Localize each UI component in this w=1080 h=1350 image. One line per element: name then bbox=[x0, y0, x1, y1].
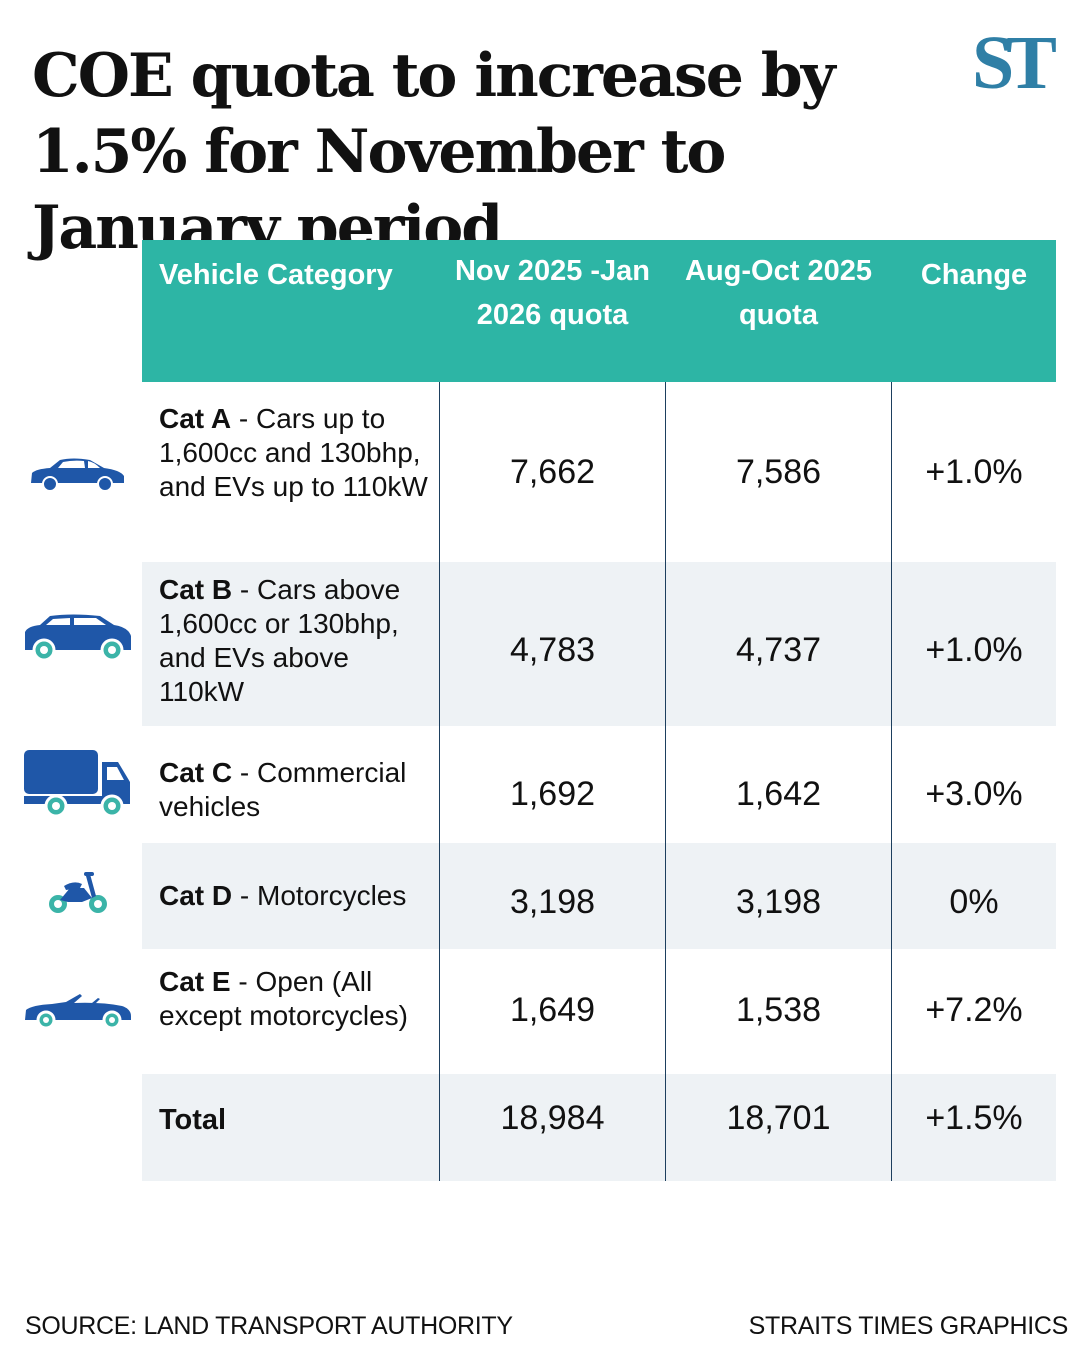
category-cell-cat-d: Cat D - Motorcycles bbox=[159, 880, 407, 911]
graphics-credit: STRAITS TIMES GRAPHICS bbox=[748, 1312, 1069, 1340]
header-aug-quota: Aug-Oct 2025 quota bbox=[685, 255, 872, 331]
row-shade-total bbox=[142, 1074, 1056, 1181]
header-change: Change bbox=[920, 259, 1028, 291]
category-name: Cat A bbox=[159, 403, 232, 434]
change-value: +1.0% bbox=[925, 631, 1023, 669]
truck-icon bbox=[24, 750, 130, 818]
header-vehicle-category: Vehicle Category bbox=[159, 259, 393, 291]
change-value: +1.0% bbox=[925, 453, 1023, 491]
aug-quota-value: 7,586 bbox=[735, 453, 822, 491]
category-name: Cat B bbox=[159, 574, 233, 605]
column-divider bbox=[891, 382, 892, 1181]
column-divider bbox=[665, 382, 666, 1181]
total-label: Total bbox=[159, 1104, 227, 1136]
category-cell-cat-c: Cat C - Commercial vehicles bbox=[159, 757, 407, 822]
change-value: +7.2% bbox=[925, 991, 1023, 1029]
category-description: Cars up to 1,600cc and 130bhp, and EVs u… bbox=[159, 403, 428, 502]
category-description: Open (All except motorcycles) bbox=[159, 966, 408, 1031]
row-shade-cat-d bbox=[142, 843, 1056, 949]
change-value: 0% bbox=[949, 883, 999, 921]
nov-quota-value: 1,692 bbox=[509, 775, 596, 813]
sedan-icon bbox=[31, 458, 124, 492]
nov-quota-value: 7,662 bbox=[509, 453, 596, 491]
column-divider bbox=[439, 382, 440, 1181]
total-aug-quota-value: 18,701 bbox=[726, 1099, 831, 1137]
category-cell-cat-b: Cat B - Cars above 1,600cc or 130bhp, an… bbox=[159, 574, 401, 707]
table-header bbox=[142, 240, 1056, 382]
nov-quota-value: 3,198 bbox=[509, 883, 596, 921]
category-cell-cat-a: Cat A - Cars up to 1,600cc and 130bhp, a… bbox=[159, 403, 428, 502]
category-description: Commercial vehicles bbox=[159, 757, 407, 822]
category-name: Cat E bbox=[159, 966, 231, 997]
category-description: Cars above 1,600cc or 130bhp, and EVs ab… bbox=[159, 574, 401, 707]
aug-quota-value: 1,642 bbox=[735, 775, 822, 813]
header-nov-quota: Nov 2025 -Jan 2026 quota bbox=[454, 255, 651, 331]
category-cell-cat-e: Cat E - Open (All except motorcycles) bbox=[159, 966, 408, 1031]
motorcycle-icon bbox=[47, 872, 109, 915]
aug-quota-value: 1,538 bbox=[735, 991, 822, 1029]
convertible-icon bbox=[25, 994, 131, 1030]
source-note: SOURCE: LAND TRANSPORT AUTHORITY bbox=[25, 1312, 513, 1340]
aug-quota-value: 3,198 bbox=[735, 883, 822, 921]
total-nov-quota-value: 18,984 bbox=[500, 1099, 605, 1137]
category-description: Motorcycles bbox=[257, 880, 407, 911]
nov-quota-value: 1,649 bbox=[509, 991, 596, 1029]
row-shade-cat-b bbox=[142, 562, 1056, 726]
category-name: Cat C bbox=[159, 757, 233, 788]
change-value: +3.0% bbox=[925, 775, 1023, 813]
nov-quota-value: 4,783 bbox=[509, 631, 596, 669]
total-change-value: +1.5% bbox=[925, 1099, 1023, 1137]
category-name: Cat D bbox=[159, 880, 233, 911]
aug-quota-value: 4,737 bbox=[735, 631, 822, 669]
st-logo: ST bbox=[972, 21, 1057, 105]
chart-title: COE quota to increase by 1.5% for Novemb… bbox=[32, 41, 836, 263]
suv-icon bbox=[25, 614, 131, 662]
